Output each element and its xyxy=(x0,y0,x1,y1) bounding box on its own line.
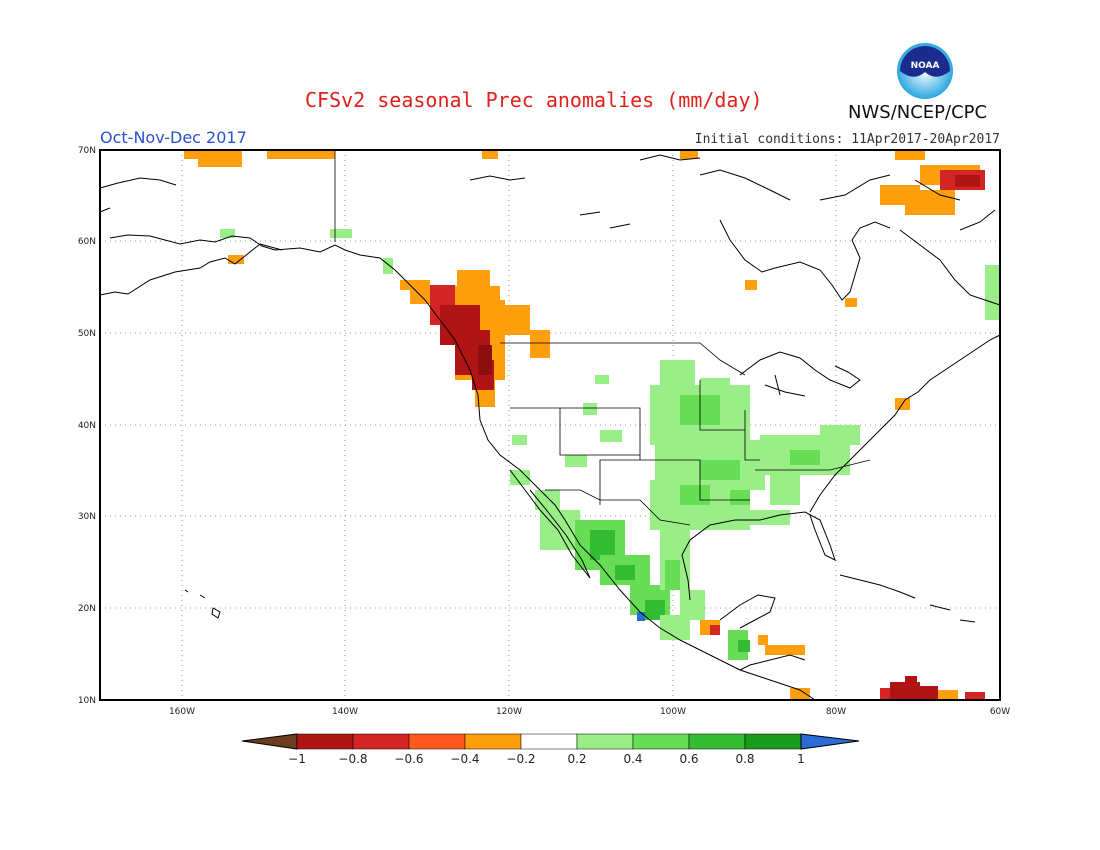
noaa-logo-icon: NOAA xyxy=(897,43,953,99)
lat-label: 20N xyxy=(78,604,96,614)
anomaly-patches xyxy=(184,150,1000,700)
colorbar-segment xyxy=(464,733,522,750)
borders xyxy=(334,150,871,526)
colorbar-segment xyxy=(520,733,578,750)
colorbar-segment xyxy=(744,733,802,750)
colorbar-arrow-low xyxy=(241,733,298,750)
colorbar-segment xyxy=(352,733,410,750)
lat-label: 60N xyxy=(78,237,96,247)
colorbar-tick-label: 1 xyxy=(797,752,805,766)
colorbar-segment xyxy=(688,733,746,750)
colorbar-segment xyxy=(576,733,634,750)
map-title: CFSv2 seasonal Prec anomalies (mm/day) xyxy=(305,88,763,112)
colorbar-tick-label: −0.4 xyxy=(450,752,479,766)
colorbar-tick-label: −0.8 xyxy=(338,752,367,766)
lat-label: 50N xyxy=(78,329,96,339)
colorbar-tick-label: −0.2 xyxy=(506,752,535,766)
colorbar-tick-label: 0.8 xyxy=(735,752,754,766)
colorbar-segment xyxy=(296,733,354,750)
lat-label: 30N xyxy=(78,512,96,522)
colorbar-tick-label: 0.4 xyxy=(623,752,642,766)
lat-labels: 70N 60N 50N 40N 30N 20N 10N xyxy=(78,146,96,706)
coastlines xyxy=(99,154,1001,701)
lat-label: 10N xyxy=(78,696,96,706)
lon-label: 80W xyxy=(826,707,846,717)
lon-label: 120W xyxy=(496,707,522,717)
initial-conditions: Initial conditions: 11Apr2017-20Apr2017 xyxy=(694,132,1000,147)
colorbar-tick-label: −1 xyxy=(288,752,306,766)
colorbar-segment xyxy=(408,733,466,750)
agency-label: NWS/NCEP/CPC xyxy=(848,102,988,123)
lat-label: 40N xyxy=(78,421,96,431)
svg-text:NOAA: NOAA xyxy=(911,61,940,71)
lon-label: 100W xyxy=(660,707,686,717)
colorbar-tick-label: −0.6 xyxy=(394,752,423,766)
colorbar-segment xyxy=(632,733,690,750)
lon-labels: 160W 140W 120W 100W 80W 60W xyxy=(169,707,1010,717)
forecast-period: Oct-Nov-Dec 2017 xyxy=(100,128,247,147)
colorbar-tick-label: 0.6 xyxy=(679,752,698,766)
lat-label: 70N xyxy=(78,146,96,156)
lon-label: 160W xyxy=(169,707,195,717)
colorbar-arrow-high xyxy=(800,733,860,750)
lon-label: 140W xyxy=(332,707,358,717)
lon-label: 60W xyxy=(990,707,1010,717)
colorbar-tick-label: 0.2 xyxy=(567,752,586,766)
